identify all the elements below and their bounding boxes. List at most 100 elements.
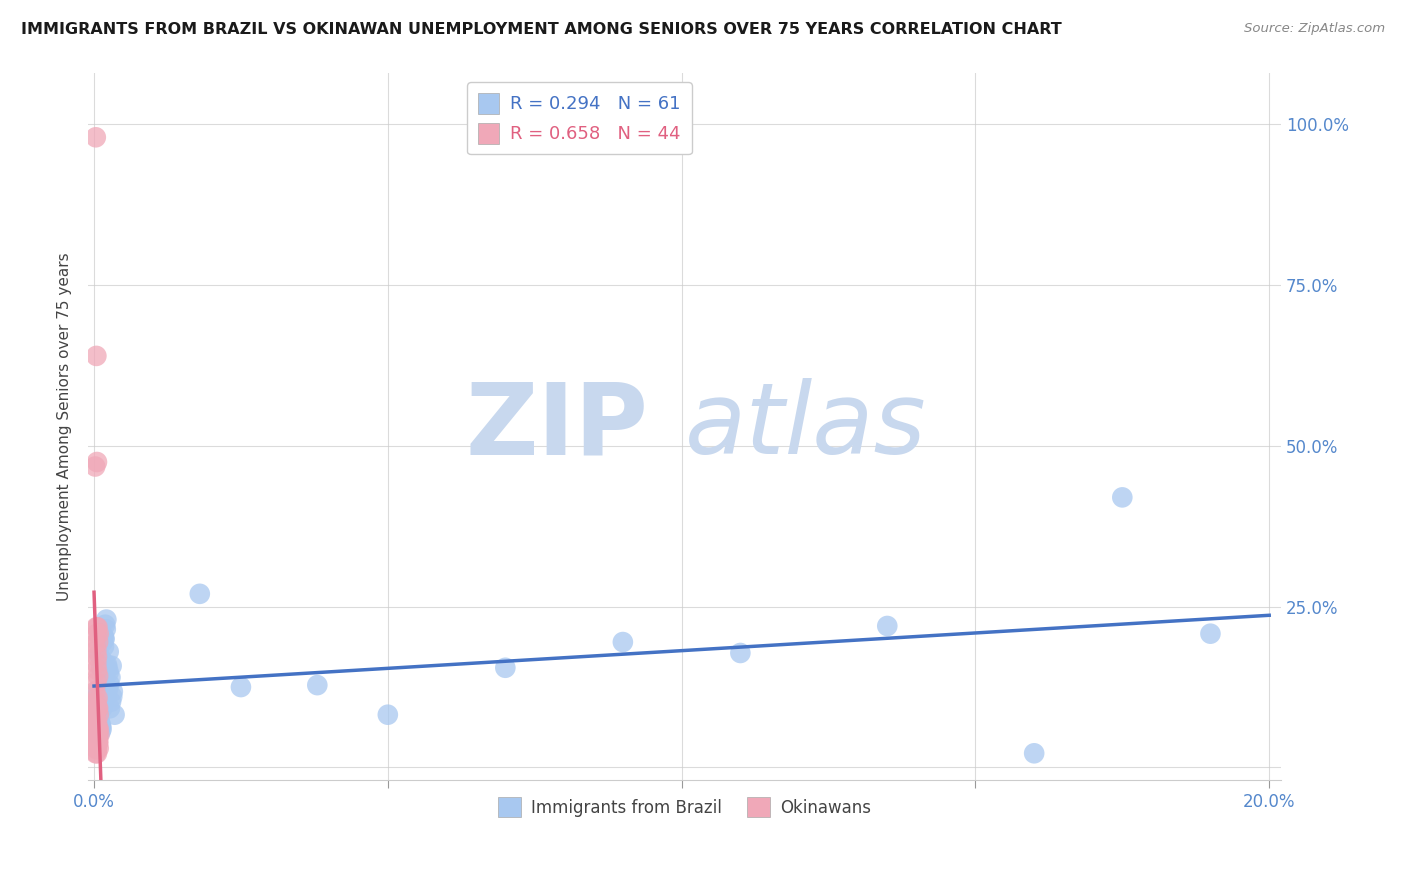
Point bbox=[97, 645, 120, 659]
Point bbox=[86, 620, 108, 634]
Point bbox=[876, 619, 898, 633]
Point bbox=[377, 707, 399, 722]
Point bbox=[84, 741, 107, 756]
Text: Source: ZipAtlas.com: Source: ZipAtlas.com bbox=[1244, 22, 1385, 36]
Point bbox=[93, 632, 115, 646]
Point bbox=[87, 707, 110, 722]
Point bbox=[86, 730, 108, 744]
Point bbox=[90, 652, 112, 666]
Point bbox=[730, 646, 752, 660]
Point bbox=[93, 632, 115, 646]
Point bbox=[89, 702, 111, 716]
Point bbox=[86, 727, 108, 741]
Point bbox=[86, 727, 108, 741]
Point bbox=[86, 721, 108, 735]
Point bbox=[89, 728, 111, 742]
Point bbox=[86, 691, 108, 706]
Point bbox=[84, 684, 107, 698]
Point bbox=[86, 742, 108, 756]
Point bbox=[96, 613, 118, 627]
Legend: Immigrants from Brazil, Okinawans: Immigrants from Brazil, Okinawans bbox=[489, 789, 880, 825]
Point bbox=[1111, 491, 1133, 505]
Point bbox=[86, 649, 108, 664]
Point bbox=[612, 635, 634, 649]
Point bbox=[89, 712, 111, 726]
Point bbox=[94, 622, 117, 636]
Point bbox=[86, 695, 108, 709]
Point bbox=[101, 690, 124, 704]
Point bbox=[86, 746, 108, 760]
Point bbox=[87, 626, 110, 640]
Point bbox=[86, 663, 108, 677]
Point bbox=[87, 715, 110, 730]
Point bbox=[101, 684, 124, 698]
Point bbox=[90, 661, 112, 675]
Point bbox=[86, 657, 108, 671]
Point bbox=[188, 587, 211, 601]
Point bbox=[89, 720, 111, 734]
Point bbox=[84, 714, 107, 728]
Point bbox=[87, 721, 110, 735]
Point bbox=[84, 130, 107, 145]
Point bbox=[91, 657, 114, 671]
Point bbox=[84, 637, 107, 651]
Point bbox=[1199, 626, 1222, 640]
Point bbox=[86, 730, 108, 744]
Point bbox=[86, 736, 108, 750]
Y-axis label: Unemployment Among Seniors over 75 years: Unemployment Among Seniors over 75 years bbox=[58, 252, 72, 601]
Point bbox=[86, 701, 108, 715]
Point bbox=[307, 678, 329, 692]
Point bbox=[97, 681, 120, 696]
Point bbox=[87, 735, 110, 749]
Point bbox=[86, 735, 108, 749]
Point bbox=[91, 689, 114, 703]
Point bbox=[89, 725, 111, 739]
Point bbox=[86, 728, 108, 742]
Point bbox=[98, 701, 121, 715]
Point bbox=[93, 691, 115, 706]
Point bbox=[86, 699, 108, 714]
Point bbox=[84, 707, 107, 722]
Point bbox=[90, 719, 112, 733]
Point bbox=[84, 746, 107, 760]
Point bbox=[86, 455, 108, 469]
Point bbox=[84, 707, 107, 722]
Point bbox=[229, 680, 252, 694]
Text: atlas: atlas bbox=[685, 378, 927, 475]
Point bbox=[91, 680, 114, 694]
Point bbox=[94, 617, 117, 632]
Point bbox=[89, 698, 111, 712]
Point bbox=[86, 723, 108, 738]
Point bbox=[104, 707, 127, 722]
Point bbox=[86, 626, 108, 640]
Point bbox=[89, 648, 111, 662]
Point bbox=[96, 657, 118, 672]
Point bbox=[86, 714, 108, 728]
Point bbox=[87, 707, 110, 722]
Point bbox=[91, 701, 114, 715]
Point bbox=[100, 670, 122, 684]
Text: ZIP: ZIP bbox=[465, 378, 648, 475]
Point bbox=[494, 661, 516, 675]
Point bbox=[86, 675, 108, 690]
Point bbox=[87, 706, 110, 720]
Point bbox=[1024, 746, 1046, 760]
Point bbox=[87, 736, 110, 750]
Point bbox=[87, 683, 110, 698]
Point bbox=[94, 667, 117, 681]
Point bbox=[97, 665, 120, 680]
Point bbox=[86, 349, 108, 363]
Point bbox=[86, 643, 108, 657]
Point bbox=[93, 673, 115, 688]
Point bbox=[91, 696, 114, 710]
Point bbox=[100, 695, 122, 709]
Point bbox=[86, 620, 108, 634]
Point bbox=[87, 723, 110, 738]
Point bbox=[89, 714, 111, 728]
Point bbox=[100, 658, 122, 673]
Point bbox=[90, 686, 112, 700]
Text: IMMIGRANTS FROM BRAZIL VS OKINAWAN UNEMPLOYMENT AMONG SENIORS OVER 75 YEARS CORR: IMMIGRANTS FROM BRAZIL VS OKINAWAN UNEMP… bbox=[21, 22, 1062, 37]
Point bbox=[87, 669, 110, 683]
Point bbox=[91, 635, 114, 649]
Point bbox=[90, 695, 112, 709]
